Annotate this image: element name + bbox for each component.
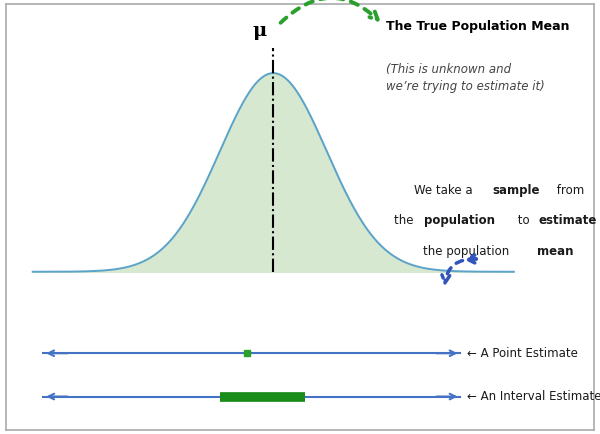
Text: The True Population Mean: The True Population Mean (386, 20, 569, 33)
Text: mean: mean (537, 245, 574, 258)
Text: population: population (424, 214, 495, 227)
Text: the: the (394, 214, 418, 227)
Text: μ: μ (253, 22, 267, 40)
Text: sample: sample (493, 184, 540, 197)
Text: ← A Point Estimate: ← A Point Estimate (467, 347, 578, 360)
Text: from: from (553, 184, 584, 197)
Text: estimate: estimate (538, 214, 596, 227)
Text: We take a: We take a (414, 184, 476, 197)
Text: to: to (514, 214, 533, 227)
Text: (This is unknown and
we’re trying to estimate it): (This is unknown and we’re trying to est… (386, 63, 544, 93)
Text: the population: the population (423, 245, 513, 258)
Text: ← An Interval Estimate: ← An Interval Estimate (467, 390, 600, 403)
